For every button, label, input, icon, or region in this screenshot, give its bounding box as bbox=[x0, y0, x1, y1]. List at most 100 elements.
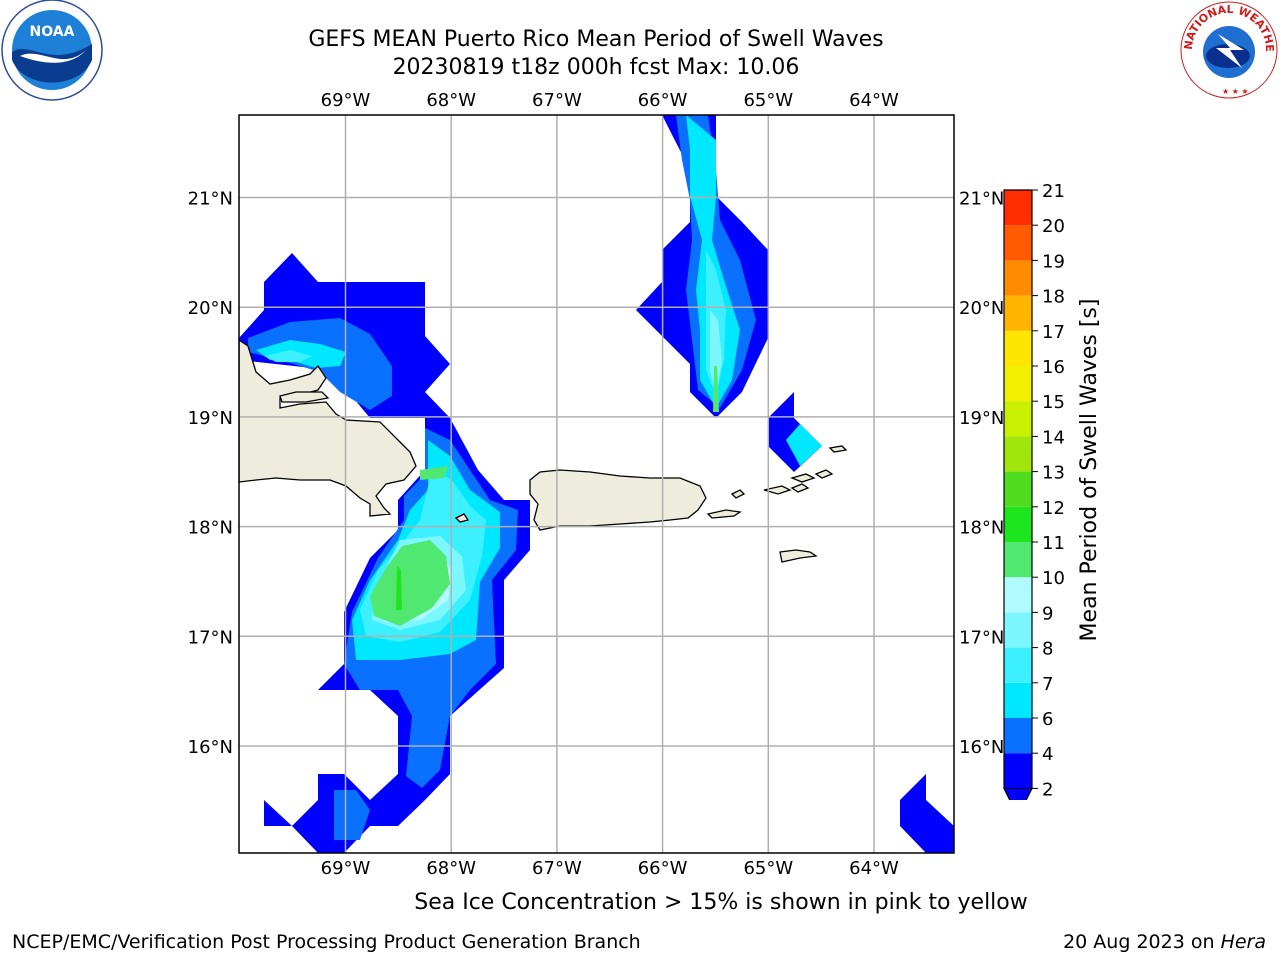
colorbar-tick-label: 18 bbox=[1042, 287, 1065, 308]
lon-label-bottom: 69°W bbox=[321, 858, 371, 879]
st-thomas-island bbox=[763, 485, 792, 495]
colorbar-band bbox=[1004, 718, 1032, 754]
contour-7-8-nw bbox=[264, 350, 312, 362]
lon-label-bottom: 64°W bbox=[849, 858, 899, 879]
contour-8-9-ne bbox=[710, 310, 722, 396]
footer-host: Hera bbox=[1220, 931, 1266, 953]
colorbar-tick-label: 20 bbox=[1042, 216, 1065, 237]
lat-label-left: 20°N bbox=[188, 298, 233, 319]
colorbar-under-triangle bbox=[1003, 787, 1033, 800]
hispaniola-landmass bbox=[239, 339, 417, 517]
colorbar-band bbox=[1004, 506, 1032, 542]
anegada-island bbox=[828, 445, 848, 453]
lon-label-top: 67°W bbox=[532, 90, 582, 111]
colorbar-band bbox=[1004, 682, 1032, 718]
lat-label-right: 16°N bbox=[959, 737, 1004, 758]
colorbar-tick-label: 4 bbox=[1042, 744, 1053, 765]
colorbar-band bbox=[1004, 647, 1032, 683]
map-title-line-1: GEFS MEAN Puerto Rico Mean Period of Swe… bbox=[308, 27, 884, 52]
colorbar-band bbox=[1004, 577, 1032, 613]
sea-ice-caption: Sea Ice Concentration > 15% is shown in … bbox=[414, 890, 1028, 915]
colorbar-tick-label: 6 bbox=[1042, 709, 1053, 730]
colorbar-band bbox=[1004, 260, 1032, 296]
noaa-logo: NOAA bbox=[1, 0, 103, 101]
lon-label-bottom: 68°W bbox=[426, 858, 476, 879]
desecheo-island bbox=[454, 513, 470, 523]
lon-label-top: 68°W bbox=[426, 90, 476, 111]
lon-label-bottom: 65°W bbox=[743, 858, 793, 879]
lon-label-top: 69°W bbox=[321, 90, 371, 111]
lat-label-left: 21°N bbox=[188, 189, 233, 210]
colorbar-tick-label: 9 bbox=[1042, 603, 1053, 624]
footer-date-text: 20 Aug 2023 on bbox=[1063, 931, 1221, 953]
map-contents bbox=[239, 115, 954, 853]
lon-label-bottom: 67°W bbox=[532, 858, 582, 879]
colorbar: 2 4 6 7 8 9 10 11 12 13 14 15 16 17 18 19 20 21 Mean Peri… bbox=[1003, 181, 1102, 800]
contour-2-4-se bbox=[900, 774, 954, 853]
nws-logo: NATIONAL WEATHER SERVICE ★ ★ ★ bbox=[1178, 0, 1278, 99]
colorbar-tick-label: 16 bbox=[1042, 357, 1065, 378]
lon-label-bottom: 66°W bbox=[638, 858, 688, 879]
vieques-island bbox=[706, 509, 742, 519]
map-gridlines bbox=[239, 115, 954, 853]
colorbar-band bbox=[1004, 401, 1032, 437]
lon-label-top: 64°W bbox=[849, 90, 899, 111]
footer-credit: NCEP/EMC/Verification Post Processing Pr… bbox=[12, 931, 641, 953]
contour-4-6-south bbox=[334, 790, 370, 840]
noaa-logo-text: NOAA bbox=[30, 24, 75, 40]
colorbar-bands bbox=[1003, 189, 1033, 800]
st-croix-island bbox=[779, 549, 818, 563]
colorbar-band bbox=[1004, 471, 1032, 507]
lat-label-right: 21°N bbox=[959, 189, 1004, 210]
lat-label-right: 19°N bbox=[959, 408, 1004, 429]
tortola-island bbox=[789, 473, 816, 483]
colorbar-tick-label: 21 bbox=[1042, 181, 1065, 202]
culebra-island bbox=[730, 489, 746, 499]
footer-date: 20 Aug 2023 on Hera bbox=[1063, 931, 1266, 953]
colorbar-band bbox=[1004, 436, 1032, 472]
colorbar-label: Mean Period of Swell Waves [s] bbox=[1077, 299, 1102, 642]
colorbar-tick-label: 15 bbox=[1042, 392, 1065, 413]
map-title-line-2: 20230819 t18z 000h fcst Max: 10.06 bbox=[392, 55, 800, 80]
lat-label-right: 18°N bbox=[959, 518, 1004, 539]
colorbar-tick-label: 19 bbox=[1042, 251, 1065, 272]
tortuga-island bbox=[279, 391, 330, 403]
virgin-gorda-island bbox=[814, 469, 834, 479]
lat-label-left: 18°N bbox=[188, 518, 233, 539]
lat-label-right: 17°N bbox=[959, 627, 1004, 648]
colorbar-band bbox=[1004, 366, 1032, 402]
colorbar-ticks: 2 4 6 7 8 9 10 11 12 13 14 15 16 17 18 19 20 21 bbox=[1032, 181, 1065, 800]
colorbar-tick-label: 2 bbox=[1042, 779, 1053, 800]
contour-10-11-ne bbox=[713, 366, 719, 412]
colorbar-tick-label: 12 bbox=[1042, 498, 1065, 519]
colorbar-band bbox=[1004, 330, 1032, 366]
colorbar-tick-label: 17 bbox=[1042, 322, 1065, 343]
colorbar-tick-label: 14 bbox=[1042, 427, 1065, 448]
colorbar-tick-label: 10 bbox=[1042, 568, 1065, 589]
contour-11-12-central bbox=[396, 566, 402, 610]
lat-label-left: 16°N bbox=[188, 737, 233, 758]
colorbar-band bbox=[1004, 295, 1032, 331]
st-john-island bbox=[790, 483, 810, 493]
colorbar-band bbox=[1004, 190, 1032, 226]
contour-6-7-vi bbox=[786, 424, 822, 466]
colorbar-band bbox=[1004, 225, 1032, 261]
map-frame bbox=[238, 114, 955, 854]
map-axis-labels: 69°W 69°W 68°W 68°W 67°W 67°W 66°W 66°W 65°W 65°W… bbox=[188, 90, 1005, 879]
lon-label-top: 65°W bbox=[743, 90, 793, 111]
lat-label-right: 20°N bbox=[959, 298, 1004, 319]
colorbar-outline bbox=[1003, 189, 1033, 800]
colorbar-band bbox=[1004, 542, 1032, 578]
lat-label-left: 19°N bbox=[188, 408, 233, 429]
svg-text:★ ★ ★: ★ ★ ★ bbox=[1222, 87, 1249, 96]
colorbar-tick-label: 8 bbox=[1042, 639, 1053, 660]
colorbar-band bbox=[1004, 753, 1032, 789]
lon-label-top: 66°W bbox=[638, 90, 688, 111]
contour-10-11-central bbox=[370, 540, 450, 626]
contour-6-7-ne bbox=[686, 115, 740, 408]
contour-10-11-mona bbox=[420, 466, 448, 480]
colorbar-tick-label: 11 bbox=[1042, 533, 1065, 554]
colorbar-tick-label: 13 bbox=[1042, 463, 1065, 484]
colorbar-band bbox=[1004, 612, 1032, 648]
